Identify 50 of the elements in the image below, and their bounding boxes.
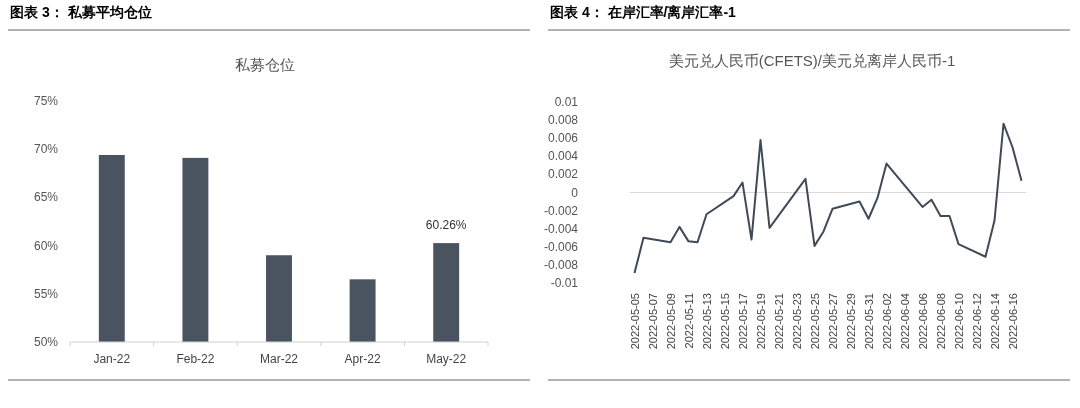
- x-tick-label: May-22: [426, 352, 467, 366]
- y-tick-label: -0.01: [550, 276, 579, 290]
- x-tick-label: 2022-05-11: [682, 293, 695, 349]
- x-tick-label: 2022-05-25: [808, 293, 821, 350]
- x-tick-label: 2022-05-21: [772, 293, 785, 350]
- data-label: 60.26%: [425, 218, 467, 233]
- x-tick-label: 2022-05-05: [628, 293, 641, 350]
- line-series: [633, 122, 1023, 275]
- x-tick-label: 2022-05-23: [790, 293, 803, 350]
- x-tick-label: 2022-05-31: [862, 293, 875, 350]
- x-tick-label: 2022-06-10: [952, 293, 965, 350]
- x-tick-label: 2022-06-02: [880, 293, 893, 350]
- y-tick-label: 0.008: [547, 113, 579, 128]
- x-tick-label: 2022-06-14: [988, 293, 1001, 350]
- x-tick-label: Mar-22: [259, 352, 299, 366]
- chart-title: 图表 3： 私募平均仓位: [10, 4, 152, 20]
- x-tick-label: Apr-22: [344, 352, 381, 366]
- y-tick-label: 60%: [33, 238, 59, 253]
- x-tick-label: 2022-05-27: [826, 293, 839, 350]
- x-tick-label: 2022-05-19: [754, 293, 767, 350]
- y-tick-label: 55%: [33, 286, 59, 301]
- y-tick-label: 0.01: [554, 95, 579, 109]
- y-tick-label: -0.004: [543, 221, 579, 236]
- x-tick-label: 2022-06-04: [898, 293, 911, 350]
- y-tick-label: -0.006: [543, 239, 579, 254]
- chart-subtitle: 私募仓位: [235, 56, 295, 73]
- x-tick-label: 2022-06-06: [916, 293, 929, 350]
- y-tick-label: 0: [571, 185, 579, 200]
- y-tick-label: 0.002: [547, 167, 579, 182]
- x-tick-label: 2022-06-12: [970, 293, 983, 350]
- x-tick-label: 2022-05-29: [844, 293, 857, 350]
- y-tick-label: -0.002: [543, 203, 579, 218]
- y-tick-label: -0.008: [543, 257, 579, 272]
- chart-title: 图表 4： 在岸汇率/离岸汇率-1: [550, 4, 737, 20]
- x-tick-label: Feb-22: [176, 352, 215, 366]
- y-tick-label: 70%: [33, 142, 59, 157]
- x-tick-label: 2022-05-09: [664, 293, 677, 350]
- x-tick-label: Jan-22: [93, 352, 131, 366]
- x-tick-label: 2022-05-07: [646, 293, 659, 350]
- x-tick-label: 2022-06-16: [1006, 293, 1019, 350]
- y-tick-label: 0.006: [547, 131, 579, 146]
- chart-subtitle: 美元兑人民币(CFETS)/美元兑离岸人民币-1: [668, 52, 956, 69]
- x-tick-label: 2022-06-08: [934, 293, 947, 350]
- y-tick-label: 0.004: [547, 149, 579, 164]
- y-tick-label: 65%: [33, 190, 59, 205]
- x-tick-label: 2022-05-15: [718, 293, 731, 350]
- y-tick-label: 75%: [33, 94, 59, 108]
- y-tick-label: 50%: [33, 335, 59, 349]
- x-tick-label: 2022-05-13: [700, 293, 713, 350]
- x-tick-label: 2022-05-17: [736, 293, 749, 350]
